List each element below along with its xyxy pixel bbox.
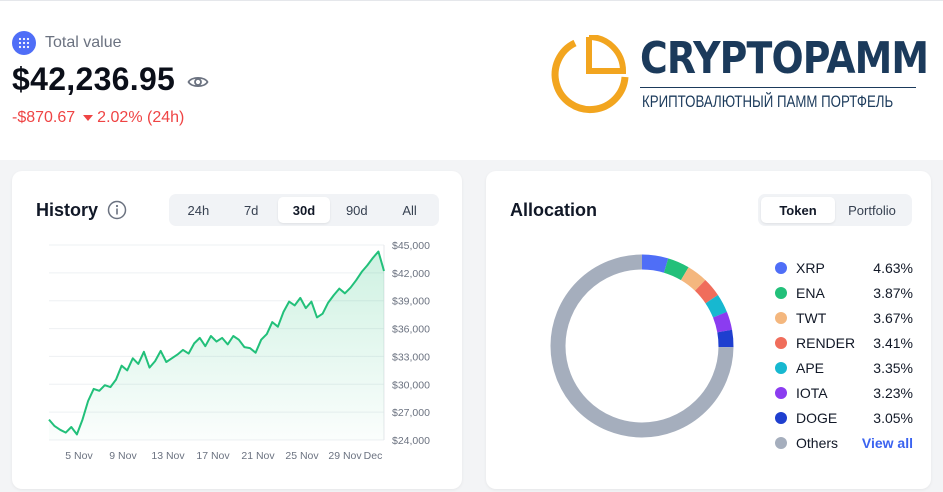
legend-dot — [775, 311, 787, 324]
history-area — [49, 251, 384, 440]
legend-item-iota: IOTA 3.23% — [775, 380, 913, 405]
portfolio-summary: Total value $42,236.95 -$870.67 2.02% (2… — [0, 0, 943, 160]
legend-value: 3.87% — [873, 284, 913, 301]
y-tick-label: $33,000 — [392, 351, 430, 363]
logo-brand-text: CRYPTOPAMM — [640, 33, 929, 84]
range-7d[interactable]: 7d — [243, 202, 259, 218]
legend-label: APE — [796, 359, 825, 376]
legend-dot — [775, 411, 787, 424]
y-tick-label: $45,000 — [392, 240, 430, 252]
history-line — [48, 250, 385, 436]
legend-label: Others — [796, 434, 839, 451]
total-value-header: Total value — [12, 31, 122, 55]
legend-dot — [775, 361, 787, 374]
y-tick-label: $36,000 — [392, 324, 430, 336]
legend-item-ena: ENA 3.87% — [775, 280, 913, 305]
donut-slice-iota[interactable] — [712, 311, 733, 333]
legend-item-ape: APE 3.35% — [775, 355, 913, 380]
total-value-amount: $42,236.95 — [12, 61, 176, 97]
x-tick-label: 17 Nov — [196, 450, 230, 462]
range-30d[interactable]: 30d — [277, 197, 331, 223]
legend-label: DOGE — [796, 409, 838, 426]
donut-slice-twt[interactable] — [680, 267, 706, 291]
logo-divider — [640, 87, 916, 88]
range-all[interactable]: All — [402, 202, 417, 218]
history-chart[interactable]: $45,000 $42,000 $39,000 $36,000 $33,000 $30,0… — [12, 171, 462, 489]
x-tick-label: 29 Nov — [328, 450, 362, 462]
total-value-label: Total value — [45, 34, 122, 51]
eye-icon[interactable] — [187, 74, 209, 90]
legend-value: 3.41% — [873, 334, 913, 351]
history-card: History 24h 7d 30d 90d All $45,000 $42,00… — [12, 171, 462, 489]
y-tick-label: $39,000 — [392, 296, 430, 308]
legend-dot — [775, 336, 787, 349]
info-icon[interactable] — [107, 200, 127, 220]
legend-value: 3.35% — [873, 359, 913, 376]
donut-slice-ena[interactable] — [663, 258, 689, 281]
grid-icon — [12, 31, 36, 55]
cryptopamm-logo: CRYPTOPAMM КРИПТОВАЛЮТНЫЙ ПАММ ПОРТФЕЛЬ — [549, 35, 929, 117]
legend-dot — [775, 286, 787, 299]
logo-pie-icon — [551, 35, 629, 114]
legend-label: TWT — [796, 309, 827, 326]
donut-slice-doge[interactable] — [717, 329, 734, 348]
allocation-title: Allocation — [510, 200, 598, 220]
legend-item-xrp: XRP 4.63% — [775, 255, 913, 280]
logo-subtitle: КРИПТОВАЛЮТНЫЙ ПАММ ПОРТФЕЛЬ — [642, 92, 894, 111]
legend-dot — [775, 261, 787, 274]
legend-value: 3.23% — [873, 384, 913, 401]
change-percent: 2.02% (24h) — [83, 109, 184, 127]
legend-label: XRP — [796, 259, 825, 276]
y-tick-label: $30,000 — [392, 379, 430, 391]
down-arrow-icon — [83, 115, 94, 121]
y-tick-label: $24,000 — [392, 435, 430, 447]
tab-token[interactable]: Token — [761, 197, 835, 223]
total-value-row: $42,236.95 — [12, 61, 209, 98]
range-90d[interactable]: 90d — [345, 202, 368, 218]
x-tick-label: 5 Nov — [65, 450, 93, 462]
x-tick-label: 25 Nov — [285, 450, 319, 462]
allocation-view-toggle: Token Portfolio — [758, 194, 912, 226]
donut-slice-xrp[interactable] — [641, 254, 669, 273]
range-24h[interactable]: 24h — [187, 202, 210, 218]
time-range-selector: 24h 7d 30d 90d All — [169, 194, 439, 226]
value-change: -$870.67 2.02% (24h) — [12, 109, 184, 127]
x-tick-label: 13 Nov — [151, 450, 185, 462]
x-tick-label: Dec — [364, 450, 383, 462]
legend-dot — [775, 436, 787, 449]
legend-value: 4.63% — [873, 259, 913, 276]
change-percent-text: 2.02% (24h) — [97, 109, 185, 126]
allocation-donut[interactable] — [542, 246, 742, 446]
legend-label: RENDER — [796, 334, 856, 351]
y-tick-label: $27,000 — [392, 407, 430, 419]
tab-portfolio[interactable]: Portfolio — [848, 202, 896, 218]
change-amount: -$870.67 — [12, 109, 76, 126]
y-tick-label: $42,000 — [392, 268, 430, 280]
allocation-legend: XRP 4.63% ENA 3.87% TWT 3.67% RENDER 3.41% APE 3.… — [775, 255, 913, 455]
allocation-card: Allocation Token Portfolio XRP 4.63% ENA 3.… — [486, 171, 931, 489]
legend-item-others: Others View all — [775, 430, 913, 455]
legend-value: 3.05% — [873, 409, 913, 426]
legend-item-twt: TWT 3.67% — [775, 305, 913, 330]
donut-slice-ape[interactable] — [705, 294, 727, 318]
history-title: History — [36, 200, 99, 220]
legend-label: ENA — [796, 284, 825, 301]
legend-item-doge: DOGE 3.05% — [775, 405, 913, 430]
donut-slice-others[interactable] — [550, 254, 734, 438]
x-tick-label: 21 Nov — [241, 450, 275, 462]
legend-value: 3.67% — [873, 309, 913, 326]
legend-label: IOTA — [796, 384, 828, 401]
legend-dot — [775, 386, 787, 399]
view-all-link[interactable]: View all — [861, 434, 913, 451]
x-tick-label: 9 Nov — [109, 450, 137, 462]
donut-slice-render[interactable] — [694, 279, 718, 304]
legend-item-render: RENDER 3.41% — [775, 330, 913, 355]
